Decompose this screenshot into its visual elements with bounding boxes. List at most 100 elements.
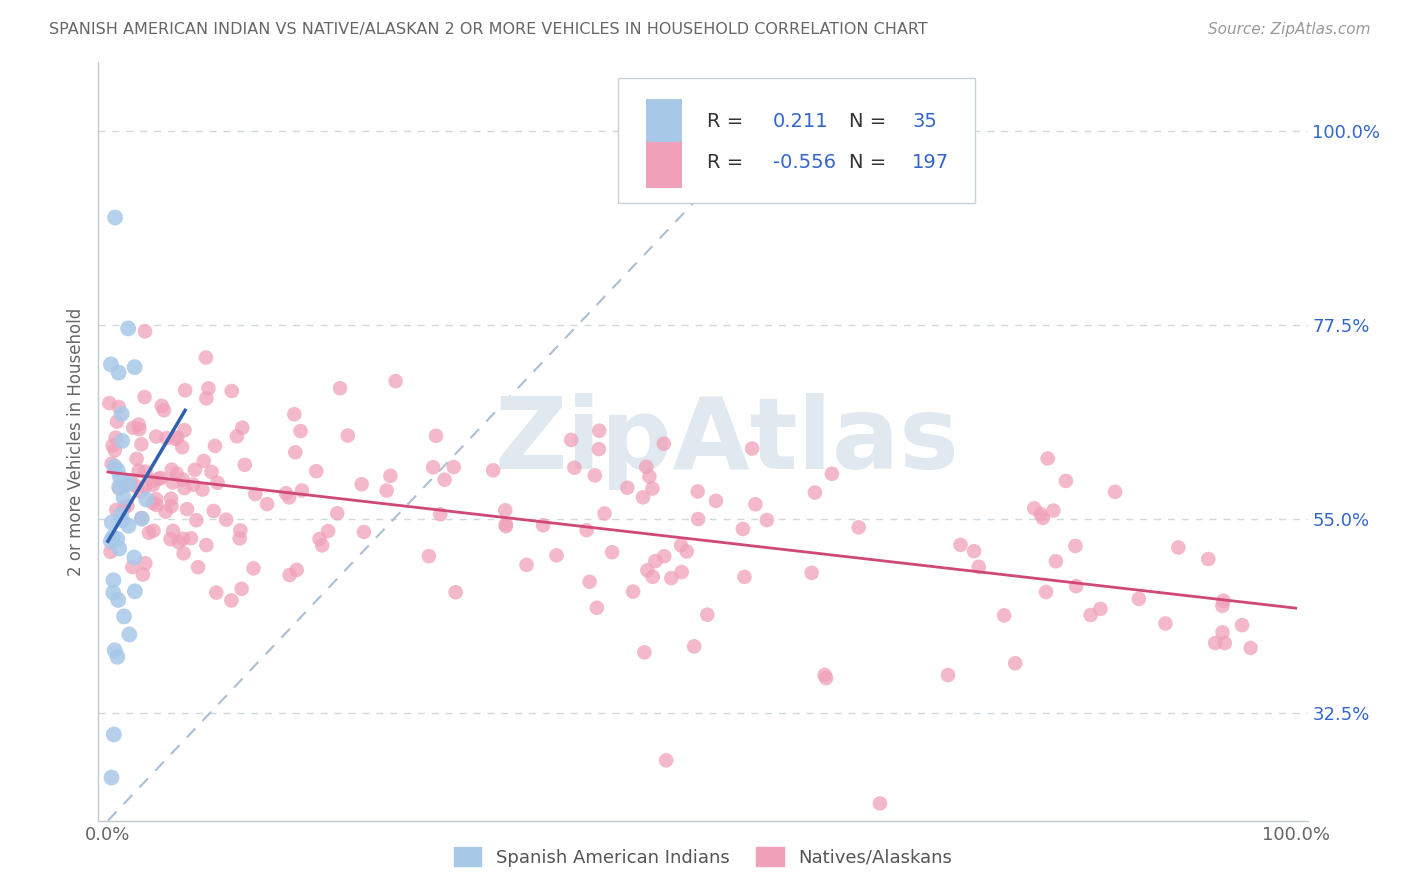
Point <box>134 465 156 479</box>
Point <box>207 475 229 490</box>
Point <box>128 422 150 436</box>
Point <box>228 532 250 546</box>
Point <box>1090 602 1112 616</box>
Point <box>114 477 136 491</box>
Point <box>586 600 609 615</box>
Point <box>588 424 610 438</box>
Point <box>160 463 183 477</box>
Point <box>336 428 359 442</box>
Text: 35: 35 <box>912 112 936 131</box>
Point <box>145 429 167 443</box>
Point <box>117 518 139 533</box>
FancyBboxPatch shape <box>647 142 682 187</box>
Point <box>821 467 844 481</box>
Point <box>191 483 214 497</box>
Point <box>180 531 202 545</box>
Point <box>150 399 173 413</box>
Point <box>1080 607 1102 622</box>
Point <box>638 469 661 483</box>
Point <box>193 454 215 468</box>
Point <box>350 477 373 491</box>
FancyBboxPatch shape <box>619 78 976 202</box>
Point <box>160 491 183 506</box>
Point <box>202 504 225 518</box>
Point <box>194 351 217 365</box>
Point <box>134 556 156 570</box>
Point <box>125 451 148 466</box>
Point <box>226 429 249 443</box>
Point <box>160 499 183 513</box>
Point <box>128 464 150 478</box>
Point <box>815 671 838 685</box>
Point <box>755 513 778 527</box>
Point <box>181 477 204 491</box>
Point <box>205 585 228 599</box>
Point <box>156 431 179 445</box>
Point <box>148 472 170 486</box>
Point <box>105 415 128 429</box>
Point <box>100 534 122 549</box>
Point <box>124 360 146 375</box>
Point <box>600 545 623 559</box>
Point <box>683 640 706 654</box>
Point <box>1211 599 1233 613</box>
Point <box>173 546 195 560</box>
Point <box>305 464 328 478</box>
Point <box>107 463 129 477</box>
Point <box>686 484 709 499</box>
Point <box>124 478 146 492</box>
Point <box>1032 511 1054 525</box>
Point <box>804 485 827 500</box>
Point <box>418 549 440 564</box>
Point <box>105 649 128 664</box>
Point <box>200 465 222 479</box>
Point <box>621 584 644 599</box>
Point <box>380 468 402 483</box>
Point <box>131 437 153 451</box>
Point <box>135 492 157 507</box>
Point <box>1197 552 1219 566</box>
Point <box>103 727 125 741</box>
Point <box>655 753 678 767</box>
Point <box>149 471 172 485</box>
Point <box>311 538 333 552</box>
Text: SPANISH AMERICAN INDIAN VS NATIVE/ALASKAN 2 OR MORE VEHICLES IN HOUSEHOLD CORREL: SPANISH AMERICAN INDIAN VS NATIVE/ALASKA… <box>49 22 928 37</box>
Point <box>108 482 131 496</box>
Point <box>949 538 972 552</box>
Point <box>108 541 131 556</box>
Point <box>733 570 755 584</box>
Point <box>375 483 398 498</box>
Text: Source: ZipAtlas.com: Source: ZipAtlas.com <box>1208 22 1371 37</box>
Point <box>316 524 339 538</box>
Point <box>162 475 184 490</box>
Point <box>111 434 134 448</box>
Point <box>433 473 456 487</box>
Text: 197: 197 <box>912 153 949 172</box>
Point <box>1154 616 1177 631</box>
Point <box>1239 640 1261 655</box>
Point <box>495 519 517 533</box>
Point <box>129 484 152 499</box>
Point <box>291 483 314 498</box>
Point <box>131 511 153 525</box>
Point <box>100 457 122 471</box>
Point <box>118 477 141 491</box>
Point <box>195 392 218 406</box>
Point <box>696 607 718 622</box>
Point <box>111 513 134 527</box>
Point <box>531 518 554 533</box>
Point <box>631 491 654 505</box>
Point <box>741 442 763 456</box>
Point <box>138 525 160 540</box>
Point <box>112 491 135 505</box>
Point <box>101 530 124 544</box>
Point <box>494 503 516 517</box>
Point <box>869 797 891 811</box>
Point <box>616 481 638 495</box>
Point <box>174 384 197 398</box>
Point <box>131 512 153 526</box>
Point <box>588 442 610 456</box>
Point <box>111 407 134 421</box>
Point <box>197 381 219 395</box>
Point <box>117 321 139 335</box>
